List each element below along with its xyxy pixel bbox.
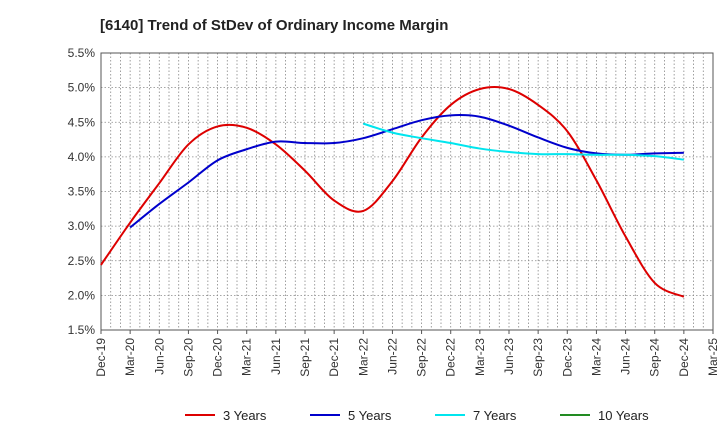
x-tick-label: Dec-23 [560,338,574,377]
x-tick-label: Jun-20 [152,338,166,375]
legend-label-7-years: 7 Years [473,408,517,423]
x-tick-label: Jun-23 [502,338,516,375]
y-tick-label: 5.0% [68,81,96,95]
x-tick-label: Dec-22 [444,338,458,377]
x-tick-label: Sep-23 [531,338,545,377]
y-tick-label: 3.0% [68,219,96,233]
x-tick-label: Dec-21 [327,338,341,377]
x-tick-label: Mar-23 [473,338,487,376]
x-tick-label: Dec-20 [211,338,225,377]
x-tick-label: Sep-21 [298,338,312,377]
x-tick-label: Sep-20 [181,338,195,377]
x-tick-label: Sep-22 [415,338,429,377]
x-tick-label: Mar-24 [589,338,603,376]
plot-area: 1.5% 2.0% 2.5% 3.0% 3.5% 4.0% 4.5% 5.0% 5.5% Dec-… [68,46,720,377]
chart-title: [6140] Trend of StDev of Ordinary Income… [100,17,448,34]
y-tick-label: 4.0% [68,150,96,164]
y-tick-label: 4.5% [68,115,96,129]
x-tick-label: Mar-21 [240,338,254,376]
x-tick-label: Jun-22 [385,338,399,375]
x-tick-label: Mar-22 [356,338,370,376]
x-tick-label: Mar-25 [706,338,720,376]
x-tick-label: Jun-24 [619,338,633,375]
y-tick-label: 3.5% [68,185,96,199]
legend-label-10-years: 10 Years [598,408,649,423]
series-line-3-years [100,86,685,298]
legend-label-5-years: 5 Years [348,408,392,423]
x-tick-label: Dec-19 [94,338,108,377]
legend: 3 Years 5 Years 7 Years 10 Years [185,408,649,423]
x-tick-label: Jun-21 [269,338,283,375]
y-tick-label: 5.5% [68,46,96,60]
x-tick-label: Mar-20 [123,338,137,376]
legend-label-3-years: 3 Years [223,408,267,423]
series-line-7-years [362,122,684,161]
x-tick-label: Dec-24 [677,338,691,377]
y-tick-label: 2.0% [68,288,96,302]
series-line-5-years [129,114,684,229]
plot-frame [100,52,714,331]
x-tick-label: Sep-24 [648,338,662,377]
y-tick-label: 1.5% [68,323,96,337]
y-tick-label: 2.5% [68,254,96,268]
